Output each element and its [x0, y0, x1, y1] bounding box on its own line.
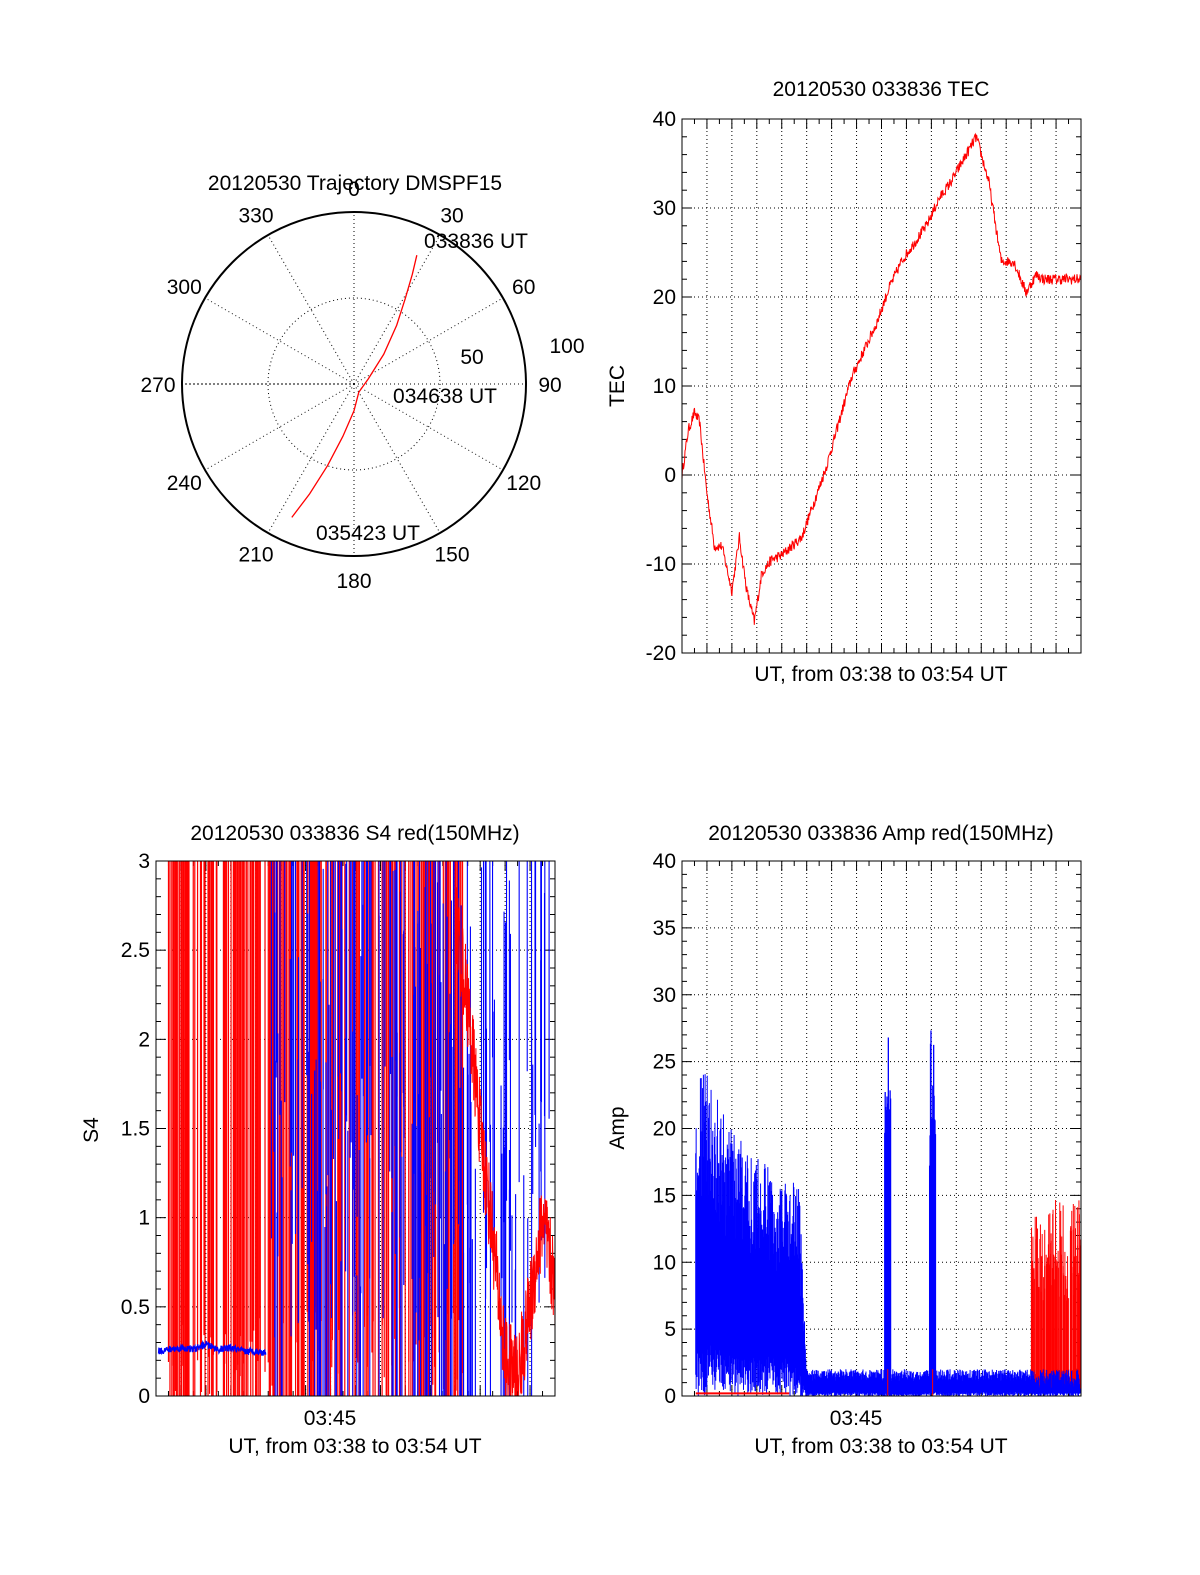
polar-spoke-120: [353, 383, 504, 471]
amp-series: [695, 1030, 1082, 1396]
tec-series-red: [681, 132, 1082, 625]
s4-series: [157, 861, 556, 1397]
s4-xlabel: UT, from 03:38 to 03:54 UT: [228, 1435, 481, 1458]
trajectory-track: [291, 255, 418, 518]
y-tick-label: 25: [653, 1051, 676, 1074]
polar-spoke-240: [204, 383, 355, 471]
polar-spoke-330: [267, 234, 355, 385]
amp-xlabel: UT, from 03:38 to 03:54 UT: [754, 1435, 1007, 1458]
y-tick-label: 2: [138, 1028, 150, 1051]
polar-angle-label: 60: [512, 276, 535, 299]
polar-angle-label: 150: [434, 544, 469, 567]
y-tick-label: 10: [653, 1251, 676, 1274]
polar-angle-label: 120: [506, 472, 541, 495]
polar-spoke-300: [204, 297, 355, 385]
y-tick-label: 40: [653, 850, 676, 873]
tec-xlabel: UT, from 03:38 to 03:54 UT: [754, 663, 1007, 686]
polar-radial-label-100: 100: [549, 335, 584, 358]
polar-spoke-60: [353, 297, 504, 385]
amp-grid: [682, 860, 1081, 1397]
amp-chart: 20120530 033836 Amp red(150MHz) 0 5 10 15 20…: [606, 822, 1082, 1458]
y-tick-label: 0: [664, 1385, 676, 1408]
polar-angle-label: 240: [167, 472, 202, 495]
polar-angle-label: 180: [336, 570, 371, 593]
s4-chart: 20120530 033836 S4 red(150MHz) 0 0.5 1 1.5 2…: [80, 822, 556, 1458]
polar-angle-label: 300: [167, 276, 202, 299]
time-label-start: 033836 UT: [424, 230, 528, 253]
polar-title: 20120530 Trajectory DMSPF15: [208, 172, 502, 195]
polar-angle-label: 210: [238, 544, 273, 567]
y-tick-label: 0: [138, 1385, 150, 1408]
polar-spoke-210: [267, 383, 355, 534]
polar-angle-label: 330: [238, 204, 273, 227]
polar-grid: [181, 211, 527, 557]
tec-grid: [682, 118, 1081, 654]
s4-xtick-0345: 03:45: [304, 1407, 357, 1430]
polar-radial-label-50: 50: [460, 346, 483, 369]
y-tick-label: -10: [646, 553, 676, 576]
tec-title: 20120530 033836 TEC: [773, 78, 990, 101]
y-tick-label: 2.5: [121, 939, 150, 962]
s4-title: 20120530 033836 S4 red(150MHz): [190, 822, 519, 845]
amp-plot-frame: [681, 860, 1082, 1397]
time-label-mid: 034638 UT: [393, 385, 497, 408]
y-tick-label: 35: [653, 917, 676, 940]
y-tick-label: 3: [138, 850, 150, 873]
amp-ylabel: Amp: [606, 1106, 629, 1149]
y-tick-label: 15: [653, 1184, 676, 1207]
s4-blue-baseline: [157, 1339, 267, 1356]
y-tick-label: 30: [653, 984, 676, 1007]
y-tick-label: 20: [653, 1118, 676, 1141]
polar-angle-labels: 0 30 60 90 120 150 180 210 240 270 300 330: [140, 178, 561, 593]
trajectory-polar-chart: 20120530 Trajectory DMSPF15 0 30 60 90 120 15…: [140, 172, 584, 593]
polar-inner-circle: [267, 297, 441, 471]
y-tick-label: 20: [653, 286, 676, 309]
amp-y-tick-labels: 0 5 10 15 20 25 30 35 40: [653, 850, 676, 1408]
y-tick-label: 1.5: [121, 1118, 150, 1141]
s4-y-tick-labels: 0 0.5 1 1.5 2 2.5 3: [121, 850, 150, 1408]
polar-spoke-150: [353, 383, 441, 534]
y-tick-label: 30: [653, 197, 676, 220]
s4-red-tail: [454, 887, 556, 1397]
s4-ylabel: S4: [80, 1117, 103, 1143]
polar-spoke-30: [353, 234, 441, 385]
y-tick-label: -20: [646, 642, 676, 665]
time-label-end: 035423 UT: [316, 522, 420, 545]
tec-chart: 20120530 033836 TEC -20 -10 0 10 20 30 40 UT, …: [606, 78, 1082, 686]
amp-xtick-0345: 03:45: [830, 1407, 883, 1430]
y-tick-label: 0.5: [121, 1296, 150, 1319]
tec-line: [681, 132, 1082, 625]
trajectory-line: [291, 255, 418, 518]
polar-angle-label: 90: [538, 374, 561, 397]
polar-angle-label: 0: [348, 178, 360, 201]
s4-plot-frame: [155, 860, 556, 1397]
tec-y-tick-labels: -20 -10 0 10 20 30 40: [646, 108, 676, 665]
y-tick-label: 10: [653, 375, 676, 398]
y-tick-label: 5: [664, 1318, 676, 1341]
amp-title: 20120530 033836 Amp red(150MHz): [708, 822, 1054, 845]
tec-plot-frame: [681, 118, 1082, 654]
tec-ylabel: TEC: [606, 365, 629, 407]
y-tick-label: 40: [653, 108, 676, 131]
y-tick-label: 0: [664, 464, 676, 487]
y-tick-label: 1: [138, 1207, 150, 1230]
polar-angle-label: 30: [440, 204, 463, 227]
polar-angle-label: 270: [140, 374, 175, 397]
